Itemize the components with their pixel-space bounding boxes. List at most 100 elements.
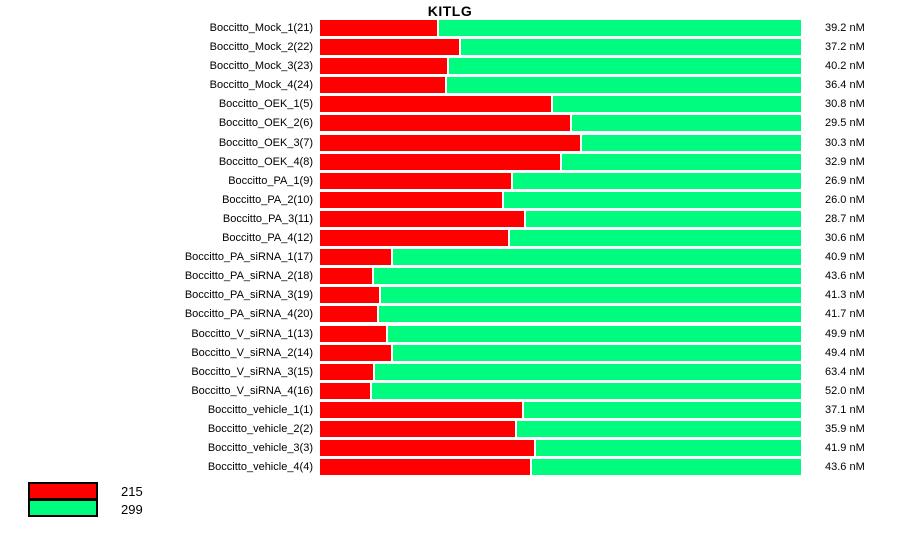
sample-label: Boccitto_vehicle_3(3) (207, 442, 313, 455)
bar-track (320, 363, 801, 380)
concentration-label: 26.0 nM (825, 193, 865, 206)
sample-label: Boccitto_V_siRNA_2(14) (191, 346, 313, 359)
bar-segment-299 (449, 58, 801, 75)
bar-segment-299 (572, 115, 801, 132)
sample-label: Boccitto_PA_siRNA_3(19) (184, 289, 313, 302)
bar-segment-299 (388, 325, 801, 342)
bar-segment-215 (320, 401, 524, 418)
bar-segment-299 (582, 134, 801, 151)
bar-segment-215 (320, 20, 440, 36)
bar-segment-299 (372, 382, 801, 399)
bar-row: Boccitto_Mock_3(23) 40.2 nM (0, 58, 865, 75)
bar-row: Boccitto_V_siRNA_1(13) 49.9 nM (0, 325, 865, 342)
bar-segment-215 (320, 115, 573, 132)
concentration-label: 37.2 nM (825, 41, 865, 54)
bar-track (320, 20, 801, 36)
concentration-label: 52.0 nM (825, 384, 865, 397)
bar-row: Boccitto_PA_siRNA_3(19) 41.3 nM (0, 287, 865, 304)
sample-label: Boccitto_PA_3(11) (222, 212, 313, 225)
concentration-label: 35.9 nM (825, 422, 865, 435)
sample-label: Boccitto_V_siRNA_4(16) (191, 384, 313, 397)
chart-title: KITLG (427, 3, 473, 19)
bar-row: Boccitto_PA_4(12) 30.6 nM (0, 230, 865, 247)
bar-segment-299 (378, 306, 801, 323)
bar-track (320, 344, 801, 361)
bar-row: Boccitto_V_siRNA_2(14) 49.4 nM (0, 344, 865, 361)
bar-segment-299 (516, 420, 801, 437)
bar-segment-299 (373, 268, 801, 285)
bar-segment-215 (320, 230, 510, 247)
sample-label: Boccitto_PA_1(9) (228, 174, 313, 187)
bar-segment-299 (536, 440, 801, 457)
sample-label: Boccitto_PA_siRNA_2(18) (184, 270, 313, 283)
bar-row: Boccitto_vehicle_2(2) 35.9 nM (0, 420, 865, 437)
bar-segment-215 (320, 325, 389, 342)
bar-segment-215 (320, 153, 563, 170)
bar-track (320, 210, 801, 227)
bar-track (320, 172, 801, 189)
sample-label: Boccitto_vehicle_4(4) (207, 461, 313, 474)
bar-segment-299 (526, 210, 801, 227)
sample-label: Boccitto_PA_2(10) (222, 193, 313, 206)
bar-segment-215 (320, 382, 373, 399)
bar-segment-299 (504, 191, 801, 208)
sample-label: Boccitto_Mock_1(21) (209, 22, 313, 34)
bar-segment-215 (320, 459, 533, 476)
bar-segment-215 (320, 77, 447, 94)
sample-label: Boccitto_Mock_3(23) (209, 60, 313, 73)
bar-segment-215 (320, 306, 379, 323)
sample-label: Boccitto_OEK_1(5) (218, 98, 313, 111)
sample-label: Boccitto_OEK_4(8) (218, 155, 313, 168)
legend-label-299: 299 (121, 501, 143, 517)
bar-row: Boccitto_PA_siRNA_1(17) 40.9 nM (0, 249, 865, 266)
bar-segment-215 (320, 249, 394, 266)
bar-row: Boccitto_PA_2(10) 26.0 nM (0, 191, 865, 208)
bar-track (320, 115, 801, 132)
bar-track (320, 287, 801, 304)
bar-segment-299 (392, 344, 801, 361)
bar-segment-215 (320, 58, 450, 75)
bar-track (320, 77, 801, 94)
legend-swatch-red (28, 482, 98, 500)
bar-segment-215 (320, 39, 461, 56)
bar-row: Boccitto_PA_siRNA_2(18) 43.6 nM (0, 268, 865, 285)
bar-row: Boccitto_OEK_4(8) 32.9 nM (0, 153, 865, 170)
concentration-label: 41.9 nM (825, 442, 865, 455)
bar-rows: Boccitto_Mock_1(21) 39.2 nM Boccitto_Moc… (0, 20, 865, 478)
bar-segment-299 (393, 249, 801, 266)
bar-row: Boccitto_V_siRNA_3(15) 63.4 nM (0, 363, 865, 380)
bar-segment-299 (562, 153, 801, 170)
concentration-label: 43.6 nM (825, 461, 865, 474)
bar-track (320, 96, 801, 113)
bar-segment-299 (509, 230, 801, 247)
legend-swatch-green (28, 499, 98, 517)
bar-segment-299 (375, 363, 801, 380)
sample-label: Boccitto_Mock_4(24) (209, 79, 313, 92)
concentration-label: 26.9 nM (825, 174, 865, 187)
bar-segment-215 (320, 363, 376, 380)
bar-row: Boccitto_PA_1(9) 26.9 nM (0, 172, 865, 189)
bar-segment-299 (532, 459, 801, 476)
bar-segment-215 (320, 210, 527, 227)
bar-track (320, 230, 801, 247)
bar-segment-215 (320, 191, 505, 208)
legend-label-215: 215 (121, 483, 143, 499)
concentration-label: 41.3 nM (825, 289, 865, 302)
bar-row: Boccitto_OEK_1(5) 30.8 nM (0, 96, 865, 113)
bar-row: Boccitto_PA_3(11) 28.7 nM (0, 210, 865, 227)
bar-segment-299 (446, 77, 801, 94)
sample-label: Boccitto_V_siRNA_3(15) (191, 365, 313, 378)
concentration-label: 36.4 nM (825, 79, 865, 92)
concentration-label: 49.9 nM (825, 327, 865, 340)
bar-segment-215 (320, 134, 583, 151)
bar-segment-299 (553, 96, 801, 113)
bar-track (320, 268, 801, 285)
sample-label: Boccitto_OEK_3(7) (218, 136, 313, 149)
sample-label: Boccitto_PA_siRNA_4(20) (184, 308, 313, 321)
concentration-label: 40.2 nM (825, 60, 865, 73)
bar-segment-215 (320, 172, 513, 189)
bar-segment-215 (320, 268, 374, 285)
concentration-label: 30.8 nM (825, 98, 865, 111)
bar-row: Boccitto_OEK_3(7) 30.3 nM (0, 134, 865, 151)
